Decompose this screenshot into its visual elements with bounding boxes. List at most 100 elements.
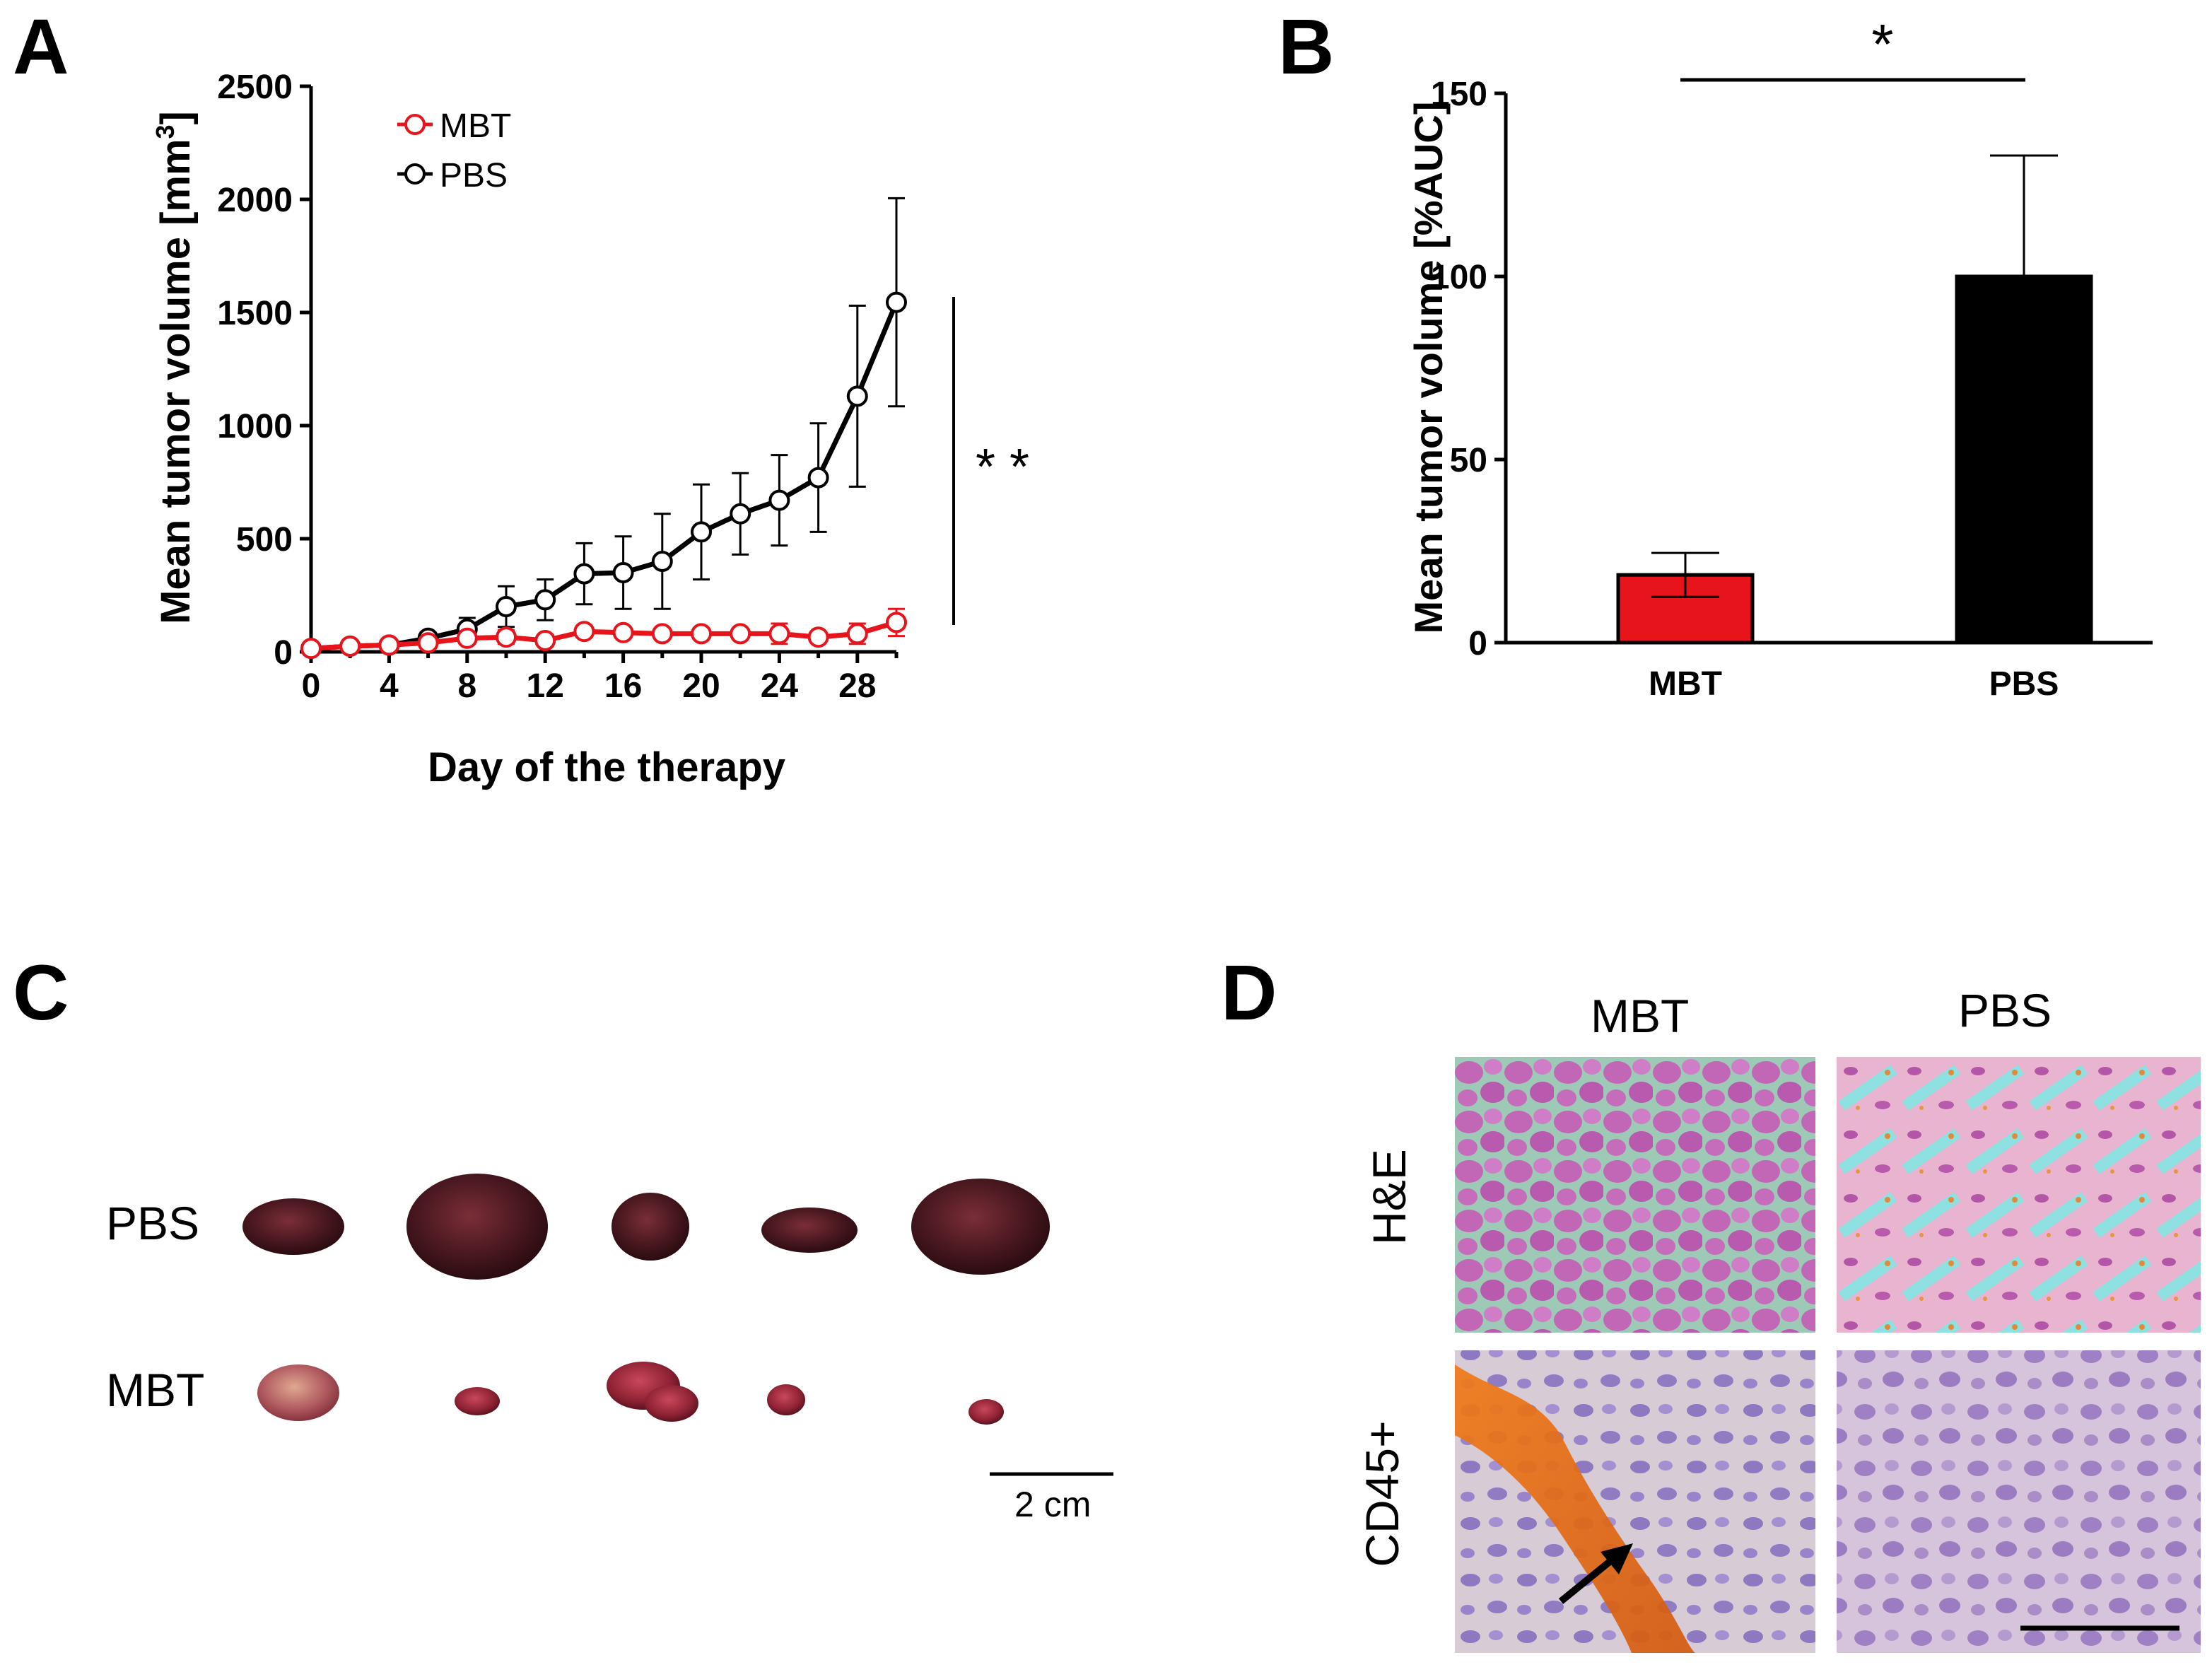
chart-a-ytick-label: 2000 — [217, 182, 293, 219]
chart-a-series-pbs — [300, 197, 907, 660]
chart-a-point — [612, 621, 634, 643]
chart-a-point — [573, 563, 595, 585]
chart-a-ylabel-end: ] — [153, 111, 199, 124]
chart-a-xtick-label: 16 — [604, 667, 642, 705]
chart-b-significance: * — [1871, 13, 1893, 76]
chart-a-series — [300, 197, 907, 660]
scale-bar-c-label: 2 cm — [1014, 1485, 1092, 1524]
chart-a-ytick-label: 500 — [236, 521, 293, 559]
chart-b-ylabel-group: Mean tumor volume [%AUC] — [1406, 102, 1451, 634]
panel-c-row-pbs: PBS — [106, 1197, 200, 1249]
histology-grid — [1455, 1057, 2201, 1653]
chart-a-point — [651, 623, 673, 645]
chart-a-xlabel: Day of the therapy — [428, 744, 785, 790]
tumor-pbs-2 — [406, 1174, 548, 1280]
chart-a-point — [768, 489, 790, 511]
chart-a-axes — [309, 86, 896, 654]
tile-he-pbs — [1837, 1057, 2201, 1333]
chart-b-ylabel: Mean tumor volume [%AUC] — [1406, 102, 1451, 634]
chart-a-ylabel: Mean tumor volume [mm — [153, 139, 199, 624]
chart-a-point — [378, 634, 400, 656]
panel-d-col-pbs: PBS — [1958, 984, 2052, 1036]
chart-a-ytick-label: 1500 — [217, 295, 293, 332]
svg-text:Mean tumor volume [mm3]: Mean tumor volume [mm3] — [151, 111, 199, 624]
tumor-pbs-5 — [911, 1179, 1050, 1275]
chart-a-xtick-label: 12 — [527, 667, 564, 705]
chart-b-category-label: PBS — [1989, 665, 2059, 703]
chart-a-ylabel-sup: 3 — [151, 124, 180, 139]
tile-he-mbt — [1455, 1057, 1815, 1333]
chart-a-point — [496, 596, 517, 617]
chart-b-ytick-label: 0 — [1468, 625, 1487, 662]
chart-a-xtick-label: 0 — [302, 667, 321, 705]
chart-a-ytick-label: 2500 — [217, 69, 293, 106]
tile-cd45-pbs — [1837, 1350, 2201, 1653]
chart-a-xtick-label: 4 — [380, 667, 399, 705]
tumor-mbt-1 — [257, 1364, 339, 1421]
cd45-positive-region — [1455, 1364, 1695, 1653]
panel-c-row-mbt: MBT — [106, 1364, 205, 1416]
chart-a-point — [886, 612, 907, 633]
chart-a-point — [573, 621, 595, 643]
chart-b-ytick-label: 100 — [1431, 259, 1487, 296]
chart-a-legend: MBT PBS — [397, 107, 511, 194]
chart-a-series-mbt — [300, 607, 907, 660]
chart-a-point — [496, 626, 517, 648]
chart-b-ytick-label: 150 — [1431, 76, 1487, 113]
chart-a-point — [768, 623, 790, 645]
tumor-pbs-3 — [611, 1193, 689, 1261]
tumor-pbs-4 — [761, 1208, 858, 1253]
panel-label-c: C — [13, 949, 69, 1036]
chart-a-point — [300, 638, 322, 660]
chart-a-xtick-label: 20 — [682, 667, 720, 705]
chart-a-point — [730, 503, 751, 525]
arrow-icon — [1558, 1543, 1633, 1604]
tumor-mbt-5 — [969, 1399, 1004, 1425]
chart-a-point — [456, 627, 478, 649]
chart-a-ytick-label: 0 — [274, 634, 293, 672]
chart-a-point — [534, 630, 556, 651]
chart-a-point — [846, 385, 868, 407]
legend-mbt-marker — [404, 114, 426, 135]
chart-a-line-mbt — [310, 620, 897, 651]
chart-a-point — [691, 521, 712, 543]
panel-d-row-cd45: CD45+ — [1356, 1420, 1408, 1567]
panel-label-b: B — [1278, 4, 1335, 90]
panel-d-col-mbt: MBT — [1591, 990, 1690, 1042]
chart-a-point — [534, 589, 556, 611]
chart-b-bars: MBT PBS — [1616, 154, 2093, 703]
chart-b-auc: 0 50 100 150 MBT PBS Mean tumor volume [%AUC… — [1406, 13, 2153, 703]
tumor-mbt-2 — [455, 1387, 500, 1415]
chart-a-point — [339, 636, 361, 657]
chart-a-point — [807, 626, 829, 648]
chart-a-ticks: 0 500 1000 1500 2000 2500 0 4 8 12 16 20 24 28 — [217, 69, 899, 705]
tumor-mbt-3b — [645, 1385, 698, 1422]
legend-pbs-label: PBS — [440, 157, 508, 194]
panel-label-d: D — [1221, 949, 1277, 1036]
chart-a-point — [846, 623, 868, 645]
tumor-pbs-1 — [242, 1198, 344, 1255]
chart-a-point — [651, 551, 673, 572]
chart-a-tumor-volume: 0 500 1000 1500 2000 2500 0 4 8 12 16 20 24 28 Day of… — [151, 69, 1029, 790]
chart-b-bar-pbs — [1955, 274, 2093, 645]
chart-a-xtick-label: 24 — [761, 667, 799, 705]
chart-a-ytick-label: 1000 — [217, 408, 293, 445]
chart-a-point — [612, 562, 634, 583]
chart-a-point — [417, 632, 439, 654]
tumor-mbt-4 — [767, 1384, 805, 1415]
chart-b-category-label: MBT — [1649, 665, 1722, 703]
chart-a-xtick-label: 28 — [838, 667, 876, 705]
panel-label-a: A — [13, 4, 69, 90]
legend-pbs-marker — [404, 163, 426, 185]
chart-a-point — [886, 291, 907, 313]
legend-mbt-label: MBT — [440, 107, 511, 145]
chart-b-ytick-label: 50 — [1450, 442, 1487, 479]
chart-a-point — [730, 623, 751, 645]
panel-d-row-he: H&E — [1363, 1149, 1415, 1245]
chart-a-point — [807, 467, 829, 489]
tumor-specimens-photo — [242, 1174, 1113, 1476]
chart-a-ylabel-group: Mean tumor volume [mm3] — [151, 111, 199, 624]
chart-a-point — [691, 623, 712, 645]
chart-a-xtick-label: 8 — [457, 667, 476, 705]
chart-a-significance: * * — [976, 439, 1029, 496]
